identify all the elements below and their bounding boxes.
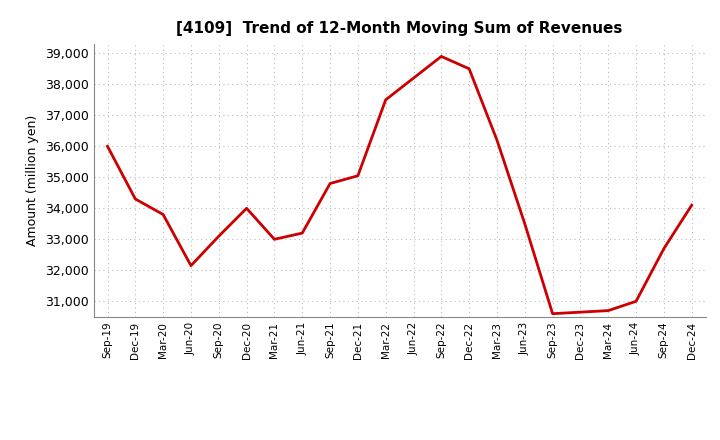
Title: [4109]  Trend of 12-Month Moving Sum of Revenues: [4109] Trend of 12-Month Moving Sum of R… [176, 21, 623, 36]
Y-axis label: Amount (million yen): Amount (million yen) [27, 115, 40, 246]
